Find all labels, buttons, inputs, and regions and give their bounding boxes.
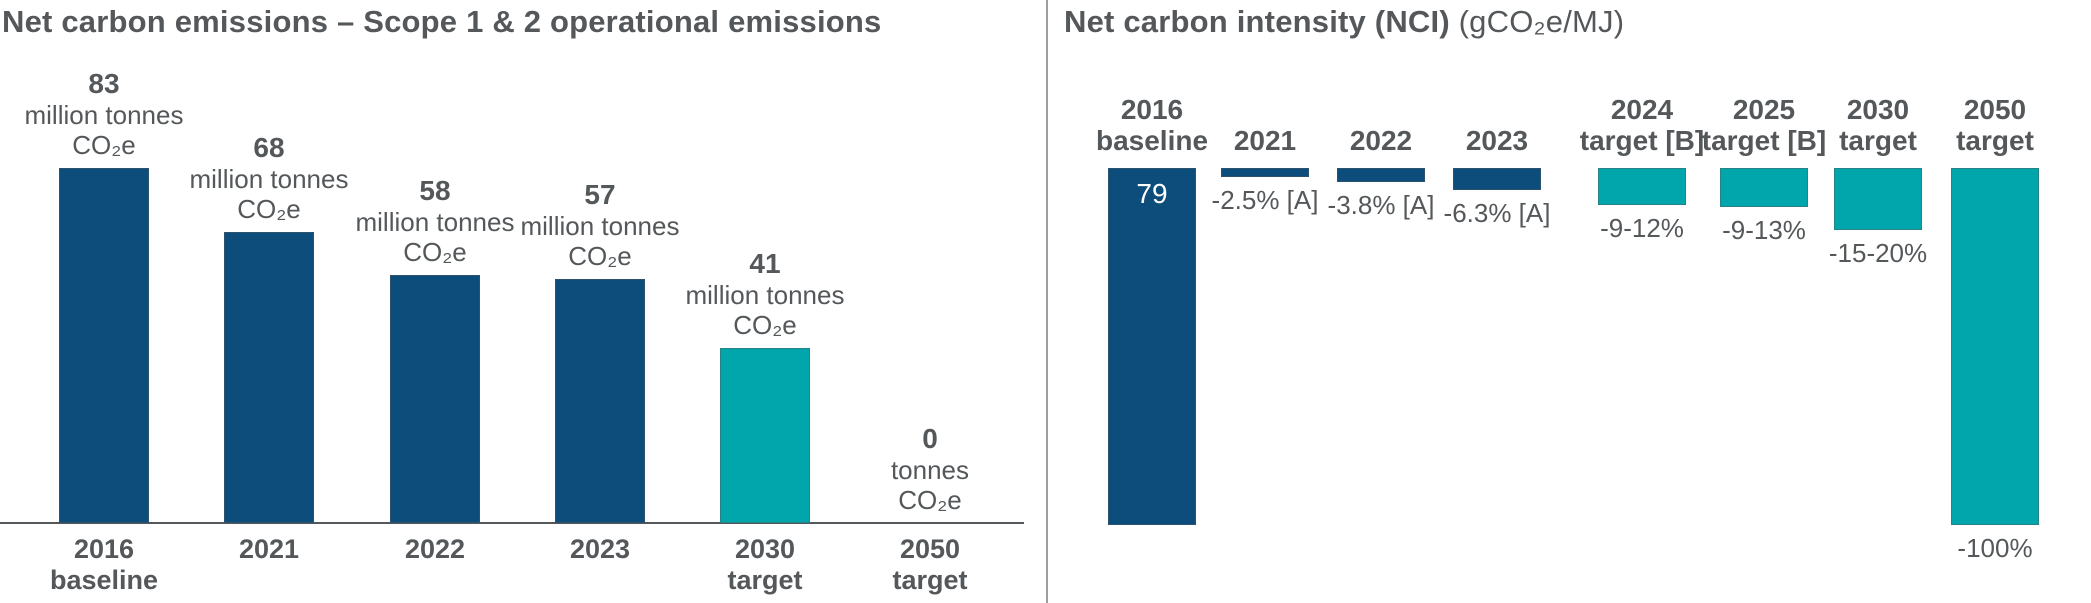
bar-value-label-2030-target: 41 million tonnes CO₂e [640,247,890,340]
left-chart-title: Net carbon emissions – Scope 1 & 2 opera… [2,4,882,39]
bar-pct-label-2023: -6.3% [A] [1443,198,1551,228]
label-line: target [B] [1579,125,1705,156]
right-chart-title-main: Net carbon intensity (NCI) [1064,4,1450,39]
right-chart-title-unit: (gCO₂e/MJ) [1449,4,1625,39]
x-axis-label-2022: 2022 [325,534,545,565]
label-line: 2030 [1846,94,1910,125]
label-line: million tonnes [189,164,349,194]
bar-2024-target-b [1598,168,1686,205]
column-header-2025-target-b: 2025 target [B] [1654,66,1874,156]
label-line: 2016 [73,534,135,564]
bar-pct-label-2025-target-b: -9-13% [1722,215,1806,245]
right-chart-title: Net carbon intensity (NCI) (gCO₂e/MJ) [1064,4,1624,40]
bar-2030-target [720,348,810,523]
bar-2025-target-b [1720,168,1808,207]
label-line: 2022 [1349,125,1413,156]
x-axis-label-2016-baseline: 2016 baseline [0,534,214,596]
x-axis-label-2021: 2021 [159,534,379,565]
bar-2030-target [1834,168,1922,230]
label-line: 83 [88,68,120,99]
label-line: 57 [584,179,616,210]
column-header-2024-target-b: 2024 target [B] [1532,66,1752,156]
bar-2022 [390,275,480,523]
bar-value-label-2023: 57 million tonnes CO₂e [475,178,725,271]
label-line: 2024 [1610,94,1674,125]
column-header-2050-target: 2050 target [1885,66,2091,156]
label-line: 2050 [899,534,961,564]
label-line: 2023 [569,534,631,564]
label-line: baseline [1095,125,1209,156]
label-line: 2016 [1120,94,1184,125]
bar-value-label-2016-baseline: 83 million tonnes CO₂e [0,67,229,160]
column-header-2021: 2021 [1155,66,1375,156]
label-line: million tonnes [685,280,845,310]
label-line: 2023 [1465,125,1529,156]
column-header-2022: 2022 [1271,66,1491,156]
bar-value-label-2050-target: 0 tonnes CO₂e [805,422,1055,515]
label-line: 2030 [734,534,796,564]
bar-pct-label-2021: -2.5% [A] [1211,185,1319,215]
label-line: 58 [419,175,451,206]
label-line: target [B] [1701,125,1827,156]
x-axis-label-2050-target: 2050 target [820,534,1040,596]
bar-2023 [1453,168,1541,190]
label-line: million tonnes [24,100,184,130]
label-line: CO₂e [237,194,301,224]
label-line: target [1956,125,2034,156]
bar-2016-baseline [1108,168,1196,525]
bar-value-label-2022: 58 million tonnes CO₂e [310,174,560,267]
label-line: CO₂e [568,241,632,271]
bar-2016-baseline [59,168,149,523]
label-line: 2021 [1233,125,1297,156]
bar-2021 [1221,168,1309,177]
label-line: 2021 [238,534,300,564]
column-header-2030-target: 2030 target [1768,66,1988,156]
column-header-2016-baseline: 2016 baseline [1042,66,1262,156]
bar-2021 [224,232,314,523]
label-line: baseline [49,565,159,595]
label-line: target [892,565,968,595]
label-line: target [1839,125,1917,156]
label-line: target [727,565,803,595]
column-header-2023: 2023 [1387,66,1607,156]
bar-pct-label-2050-target: -100% [1957,533,2033,563]
label-line: 2022 [404,534,466,564]
label-line: 68 [253,132,285,163]
bar-2050-target [1951,168,2039,525]
panel-divider-line [1046,0,1048,603]
bar-2023 [555,279,645,523]
bar-pct-label-2024-target-b: -9-12% [1600,213,1684,243]
bar-pct-label-2022: -3.8% [A] [1327,190,1435,220]
label-line: CO₂e [733,310,797,340]
x-axis-label-2030-target: 2030 target [655,534,875,596]
label-line: CO₂e [403,237,467,267]
x-axis-label-2023: 2023 [490,534,710,565]
bar-pct-label-2030-target: -15-20% [1828,238,1928,268]
left-chart-x-axis-line [0,522,1024,524]
label-line: million tonnes [520,211,680,241]
bar-value-label-2021: 68 million tonnes CO₂e [144,131,394,224]
bar-2022 [1337,168,1425,182]
label-line: CO₂e [898,485,962,515]
label-line: CO₂e [72,130,136,160]
bar-inside-value-2016-baseline: 79 [1136,178,1168,209]
label-line: 2025 [1732,94,1796,125]
label-line: million tonnes [355,207,515,237]
label-line: 0 [922,423,938,454]
label-line: 41 [749,248,781,279]
label-line: 2050 [1963,94,2027,125]
label-line: tonnes [890,455,970,485]
